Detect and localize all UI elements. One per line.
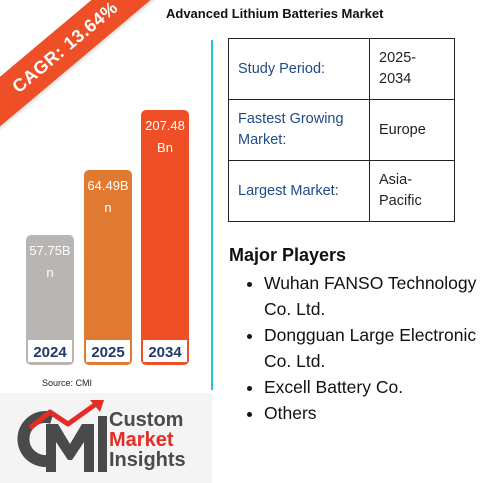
value-label: Bn [157,140,173,155]
logo-line-custom: Custom [109,409,184,431]
value-label: 207.48 [145,118,185,133]
bar-chart: 2024 57.75B n 2025 64.49B n 2034 207.48 Bn [26,110,189,365]
info-value: Asia-Pacific [369,160,455,222]
bar-2024 [26,235,74,365]
category-label: 2024 [33,344,67,361]
info-key: Fastest Growing Market: [228,99,370,161]
major-players-list: Wuhan FANSO Technology Co. Ltd. Dongguan… [244,270,479,426]
divider [211,40,213,390]
info-value: Europe [369,99,455,161]
info-row-fastest-growing: Fastest Growing Market: Europe [228,99,455,161]
logo-line-market: Market [109,429,174,451]
value-label: 57.75B [29,243,70,258]
player-item: Wuhan FANSO Technology Co. Ltd. [264,270,479,322]
category-label: 2025 [91,344,124,361]
info-row-largest-market: Largest Market: Asia-Pacific [228,160,455,222]
logo-text: Custom Market Insights [109,410,186,470]
player-item: Others [264,400,479,426]
bar-2025 [84,170,132,365]
info-value: 2025-2034 [369,38,455,100]
bar-2034 [141,110,189,365]
value-label: 64.49B [87,178,128,193]
player-item: Dongguan Large Electronic Co. Ltd. [264,322,479,374]
value-label: n [46,265,53,280]
info-key: Study Period: [228,38,370,100]
page-title: Advanced Lithium Batteries Market [166,6,384,21]
info-table: Study Period: 2025-2034 Fastest Growing … [228,38,455,222]
category-label: 2034 [148,344,182,361]
year-strip [143,340,187,362]
logo-line-insights: Insights [109,449,186,471]
year-strip [28,340,72,362]
info-row-study-period: Study Period: 2025-2034 [228,38,455,100]
cmi-logo-icon [17,400,107,472]
source-note: Source: CMI [42,378,93,388]
year-strip [86,340,130,362]
player-item: Excell Battery Co. [264,374,479,400]
info-key: Largest Market: [228,160,370,222]
value-label: n [104,200,111,215]
major-players-heading: Major Players [229,245,347,265]
